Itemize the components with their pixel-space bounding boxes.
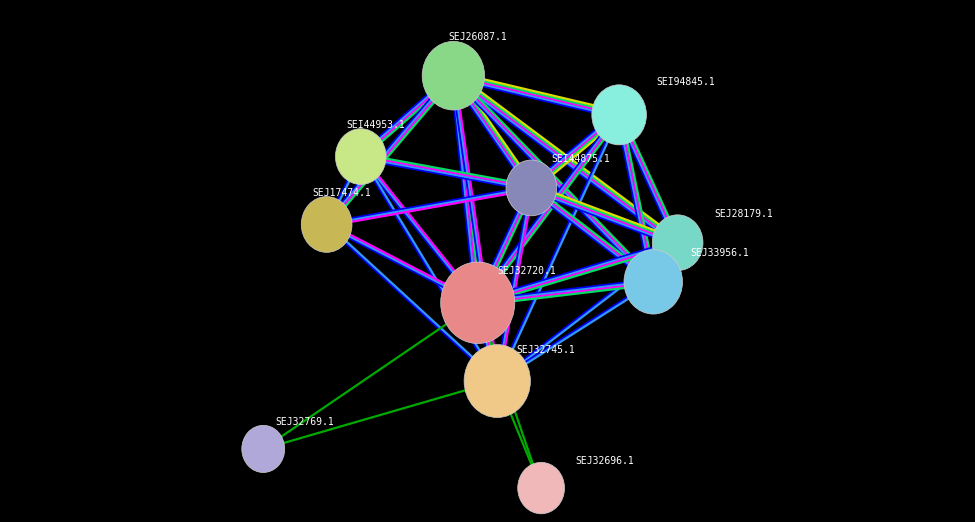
Ellipse shape xyxy=(242,425,285,472)
Text: SEJ32696.1: SEJ32696.1 xyxy=(575,456,634,466)
Text: SEI94845.1: SEI94845.1 xyxy=(656,77,715,88)
Ellipse shape xyxy=(506,160,557,216)
Text: SEI44875.1: SEI44875.1 xyxy=(551,154,609,164)
Text: SEJ28179.1: SEJ28179.1 xyxy=(715,209,773,219)
Text: SEJ26087.1: SEJ26087.1 xyxy=(448,31,507,42)
Text: SEJ32769.1: SEJ32769.1 xyxy=(275,417,333,427)
Text: SEJ33956.1: SEJ33956.1 xyxy=(690,248,749,258)
Ellipse shape xyxy=(624,250,682,314)
Text: SEI44953.1: SEI44953.1 xyxy=(346,120,405,130)
Ellipse shape xyxy=(464,345,530,418)
Ellipse shape xyxy=(441,262,515,343)
Ellipse shape xyxy=(335,129,386,184)
Text: SEJ32745.1: SEJ32745.1 xyxy=(517,345,575,355)
Text: SEJ17474.1: SEJ17474.1 xyxy=(312,188,370,198)
Text: SEJ32720.1: SEJ32720.1 xyxy=(497,266,556,277)
Ellipse shape xyxy=(518,462,565,514)
Ellipse shape xyxy=(652,215,703,270)
Ellipse shape xyxy=(592,85,646,145)
Ellipse shape xyxy=(301,197,352,252)
Ellipse shape xyxy=(422,41,485,110)
